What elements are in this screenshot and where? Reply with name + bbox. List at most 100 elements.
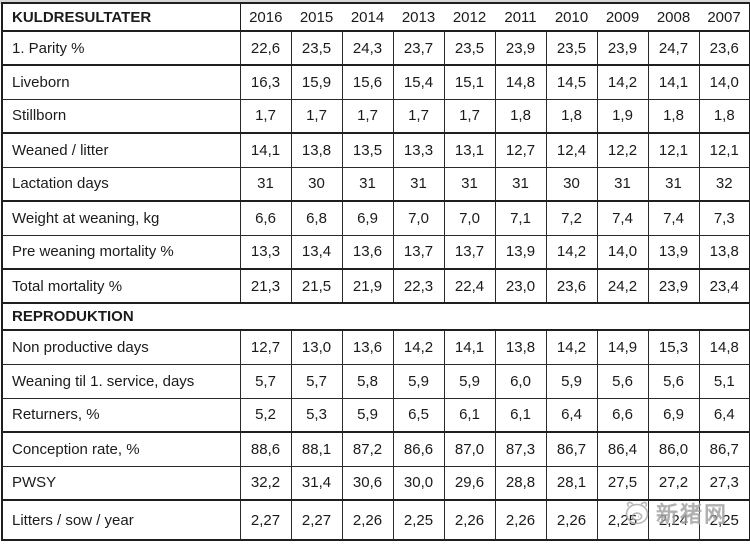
value-cell: 2,26 — [341, 499, 394, 541]
value-cell: 15,3 — [647, 329, 700, 365]
value-cell: 86,4 — [596, 431, 649, 467]
value-cell: 13,8 — [494, 329, 547, 365]
value-cell: 12,1 — [698, 132, 750, 168]
value-cell: 24,7 — [647, 30, 700, 66]
value-cell: 13,6 — [341, 329, 394, 365]
row-label: Total mortality % — [1, 268, 241, 304]
value-cell: 86,7 — [698, 431, 750, 467]
value-cell: 21,9 — [341, 268, 394, 304]
value-cell: 5,7 — [290, 363, 343, 399]
year-column-header: 2008 — [648, 3, 699, 32]
year-column-header: 2014 — [342, 3, 393, 32]
value-cell: 31 — [443, 166, 496, 202]
value-cell: 86,7 — [545, 431, 598, 467]
value-cell: 6,1 — [443, 397, 496, 433]
value-cell: 2,26 — [494, 499, 547, 541]
value-cell: 12,4 — [545, 132, 598, 168]
value-cell: 1,8 — [545, 98, 598, 134]
value-cell: 6,9 — [341, 200, 394, 236]
value-cell: 13,8 — [290, 132, 343, 168]
value-cell: 23,4 — [698, 268, 750, 304]
table-row: Weight at weaning, kg 6,6 6,8 6,9 7,0 7,0 7,1 7… — [1, 200, 750, 236]
year-column-header: 2010 — [546, 3, 597, 32]
value-cell: 23,5 — [443, 30, 496, 66]
value-cell: 23,7 — [392, 30, 445, 66]
row-label: Non productive days — [1, 329, 241, 365]
value-cell: 7,1 — [494, 200, 547, 236]
value-cell: 23,0 — [494, 268, 547, 304]
value-cell: 86,0 — [647, 431, 700, 467]
value-cell: 5,3 — [290, 397, 343, 433]
value-cell: 12,1 — [647, 132, 700, 168]
value-cell: 31 — [239, 166, 292, 202]
value-cell: 23,9 — [596, 30, 649, 66]
value-cell: 5,9 — [341, 397, 394, 433]
value-cell: 2,27 — [239, 499, 292, 541]
row-label: Stillborn — [1, 98, 241, 134]
value-cell: 1,7 — [341, 98, 394, 134]
value-cell: 13,1 — [443, 132, 496, 168]
year-column-header: 2013 — [393, 3, 444, 32]
value-cell: 1,8 — [698, 98, 750, 134]
value-cell: 12,7 — [494, 132, 547, 168]
value-cell: 14,8 — [494, 64, 547, 100]
value-cell: 14,0 — [596, 234, 649, 270]
value-cell: 14,1 — [239, 132, 292, 168]
year-column-header: 2009 — [597, 3, 648, 32]
table-header-row: KULDRESULTATER 2016 2015 2014 2013 2012 2011 2… — [2, 3, 750, 32]
value-cell: 24,3 — [341, 30, 394, 66]
value-cell: 31 — [392, 166, 445, 202]
table-row: Stillborn 1,7 1,7 1,7 1,7 1,7 1,8 1,8 1,9 1,8 1,8 — [1, 98, 750, 134]
value-cell: 30,0 — [392, 465, 445, 501]
value-cell: 14,8 — [698, 329, 750, 365]
value-cell: 31 — [341, 166, 394, 202]
table-row: Lactation days 31 30 31 31 31 31 30 31 31 32 — [1, 166, 750, 202]
value-cell: 15,1 — [443, 64, 496, 100]
value-cell: 27,2 — [647, 465, 700, 501]
section-header-row: REPRODUKTION — [2, 302, 750, 331]
table-row: Conception rate, % 88,6 88,1 87,2 86,6 87,0 87… — [1, 431, 750, 467]
year-column-header: 2016 — [240, 3, 291, 32]
value-cell: 5,2 — [239, 397, 292, 433]
value-cell: 23,5 — [545, 30, 598, 66]
year-column-header: 2012 — [444, 3, 495, 32]
value-cell: 5,7 — [239, 363, 292, 399]
value-cell: 87,2 — [341, 431, 394, 467]
value-cell: 13,4 — [290, 234, 343, 270]
value-cell: 1,7 — [239, 98, 292, 134]
table-row: Non productive days 12,7 13,0 13,6 14,2 14,1 1… — [1, 329, 750, 365]
value-cell: 5,6 — [596, 363, 649, 399]
value-cell: 13,7 — [392, 234, 445, 270]
value-cell: 15,4 — [392, 64, 445, 100]
table-title: KULDRESULTATER — [2, 3, 241, 32]
value-cell: 32 — [698, 166, 750, 202]
value-cell: 7,4 — [647, 200, 700, 236]
section-title: REPRODUKTION — [2, 302, 750, 331]
value-cell: 2,25 — [596, 499, 649, 541]
value-cell: 22,6 — [239, 30, 292, 66]
value-cell: 2,25 — [392, 499, 445, 541]
value-cell: 5,1 — [698, 363, 750, 399]
table-row: Returners, % 5,2 5,3 5,9 6,5 6,1 6,1 6,4 6,6 6,9 6… — [1, 397, 750, 433]
value-cell: 1,8 — [647, 98, 700, 134]
value-cell: 13,0 — [290, 329, 343, 365]
value-cell: 21,5 — [290, 268, 343, 304]
value-cell: 13,6 — [341, 234, 394, 270]
value-cell: 7,3 — [698, 200, 750, 236]
value-cell: 87,0 — [443, 431, 496, 467]
value-cell: 6,6 — [596, 397, 649, 433]
value-cell: 5,8 — [341, 363, 394, 399]
value-cell: 14,2 — [392, 329, 445, 365]
row-label: Weight at weaning, kg — [1, 200, 241, 236]
value-cell: 13,8 — [698, 234, 750, 270]
value-cell: 28,8 — [494, 465, 547, 501]
value-cell: 6,9 — [647, 397, 700, 433]
row-label: Litters / sow / year — [1, 499, 241, 541]
value-cell: 5,6 — [647, 363, 700, 399]
row-label: Weaning til 1. service, days — [1, 363, 241, 399]
value-cell: 21,3 — [239, 268, 292, 304]
value-cell: 2,26 — [545, 499, 598, 541]
value-cell: 27,5 — [596, 465, 649, 501]
